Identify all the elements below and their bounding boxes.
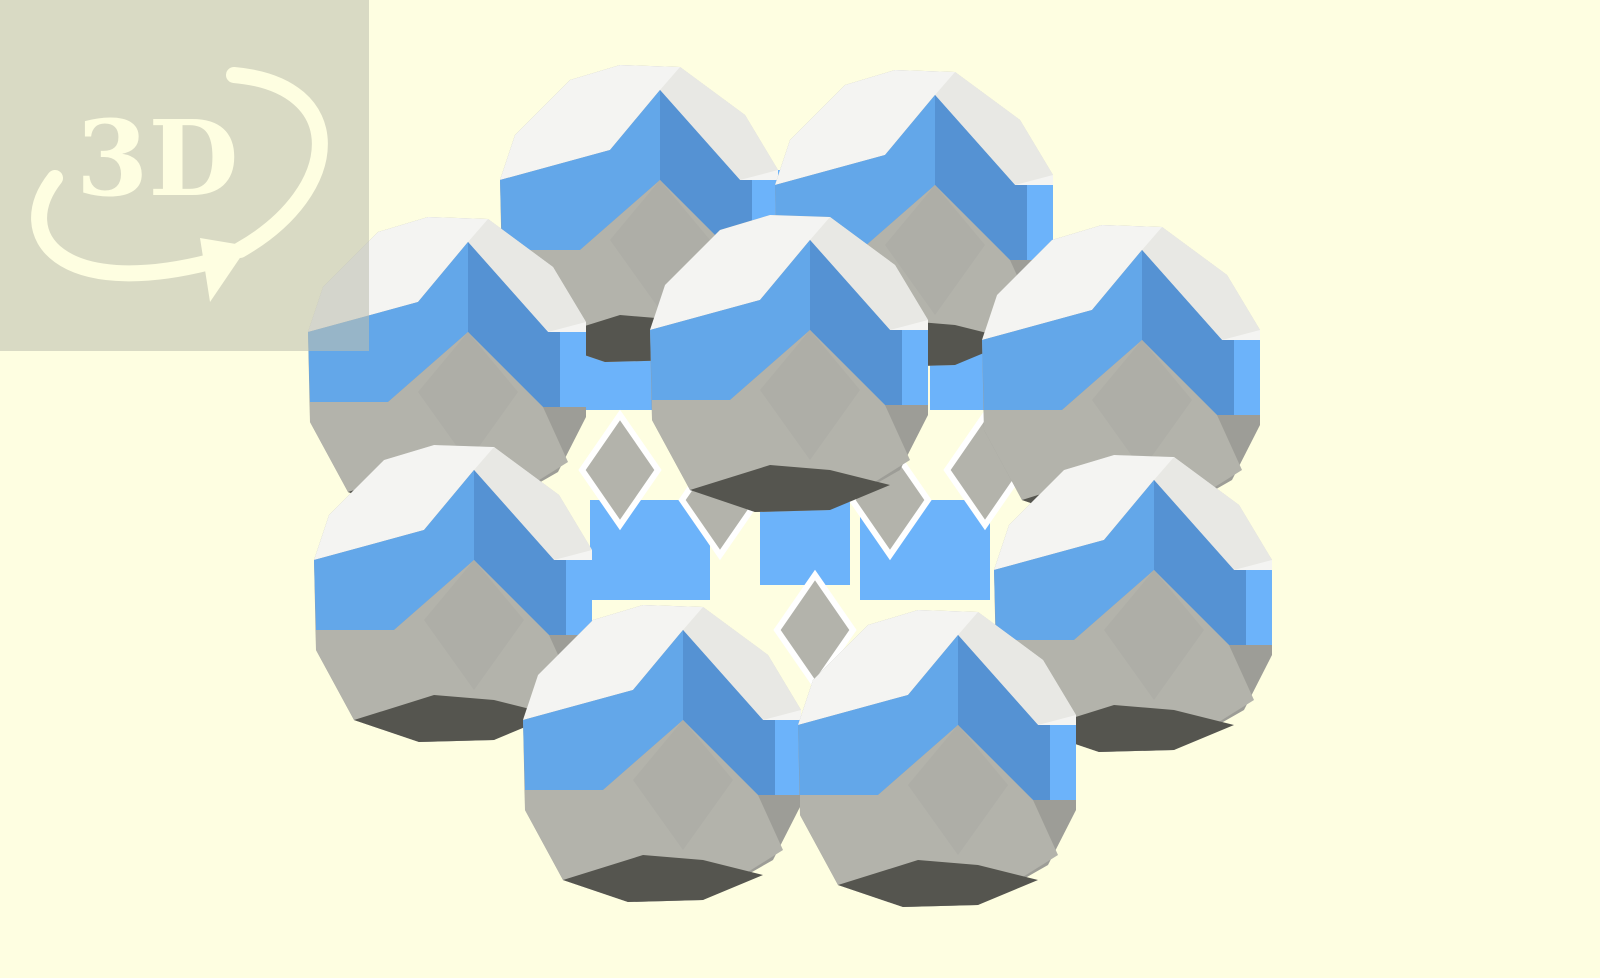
cell-band-face <box>683 630 801 795</box>
cell-band-face <box>468 242 586 407</box>
cell-lower-face <box>633 720 733 850</box>
badge-label: 3D <box>76 97 239 220</box>
polyhedron-cell <box>994 455 1272 752</box>
cell-bottom-face <box>690 465 890 512</box>
polyhedron-cell <box>798 610 1076 907</box>
cell-band-face <box>1234 340 1260 415</box>
cell-bottom-face <box>354 695 554 742</box>
cell-band-face <box>775 720 801 795</box>
cell-bottom-face <box>838 860 1038 907</box>
polyhedron-cell <box>523 605 801 902</box>
model-cells <box>308 65 1272 907</box>
polyhedron-cell <box>314 445 592 742</box>
cell-band-face <box>660 90 778 255</box>
rotate-3d-icon: 3D <box>31 67 328 302</box>
cell-top-face <box>474 447 592 560</box>
cell-band-face <box>1027 185 1053 260</box>
cell-lower-face <box>418 332 518 462</box>
cell-band-face <box>902 330 928 405</box>
cell-lower-face <box>1104 570 1204 700</box>
cell-lower-face <box>760 330 860 460</box>
cell-lower-face <box>610 180 710 310</box>
cell-top-face <box>683 607 801 720</box>
cell-lower-face <box>1092 340 1192 470</box>
cell-top-face <box>1142 227 1260 340</box>
cell-bottom-face <box>563 855 763 902</box>
cell-band-face <box>810 240 928 405</box>
cell-top-face <box>468 219 586 332</box>
cell-band-face <box>560 332 586 407</box>
cell-top-face <box>810 217 928 330</box>
gap-face <box>578 409 662 531</box>
cell-band-face <box>1050 725 1076 800</box>
cell-top-face <box>1154 457 1272 570</box>
cell-band-face <box>1246 570 1272 645</box>
cell-top-face <box>958 612 1076 725</box>
polyhedron-cell <box>650 215 928 512</box>
cell-band-face <box>474 470 592 635</box>
cell-lower-face <box>908 725 1008 855</box>
cell-band-face <box>1154 480 1272 645</box>
cell-bottom-face <box>1034 705 1234 752</box>
view-mode-badge[interactable]: 3D <box>0 0 369 351</box>
cell-band-face <box>566 560 592 635</box>
cell-top-face <box>660 67 778 180</box>
cell-top-face <box>935 72 1053 185</box>
cell-lower-face <box>424 560 524 690</box>
cell-band-face <box>935 95 1053 260</box>
cell-band-face <box>1142 250 1260 415</box>
cell-band-face <box>958 635 1076 800</box>
cell-lower-face <box>885 185 985 315</box>
